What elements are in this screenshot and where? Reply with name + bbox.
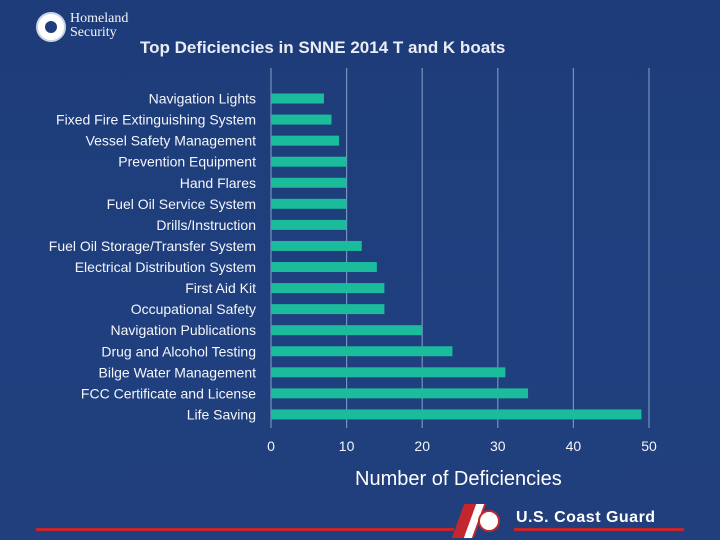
bar <box>271 325 423 336</box>
bar <box>271 198 347 209</box>
logo-line2: Security <box>70 25 117 40</box>
bar <box>271 409 642 420</box>
category-label: Hand Flares <box>180 175 256 191</box>
bar <box>271 304 385 315</box>
bar <box>271 367 506 378</box>
x-tick-label: 20 <box>414 438 430 454</box>
category-label: Fuel Oil Storage/Transfer System <box>49 238 256 254</box>
logo-line1: Homeland <box>70 11 129 26</box>
bar <box>271 156 347 167</box>
bar <box>271 283 385 294</box>
logo-text: Homeland Security <box>70 12 128 40</box>
category-label: Electrical Distribution System <box>75 259 256 275</box>
footer-stripe-left <box>36 528 454 531</box>
category-label: Occupational Safety <box>131 301 256 317</box>
category-label: Fuel Oil Service System <box>107 196 256 212</box>
dhs-seal-icon <box>36 12 66 42</box>
footer-stripe-right <box>514 528 684 531</box>
bar <box>271 262 377 273</box>
footer: U.S. Coast Guard <box>0 498 720 540</box>
bar <box>271 93 324 104</box>
x-tick-label: 10 <box>339 438 355 454</box>
x-axis-label: Number of Deficiencies <box>355 468 562 490</box>
x-tick-label: 0 <box>267 438 275 454</box>
category-label: Fixed Fire Extinguishing System <box>56 112 256 128</box>
category-label: FCC Certificate and License <box>81 385 256 401</box>
bar <box>271 240 362 251</box>
category-label: Drug and Alcohol Testing <box>101 343 256 359</box>
bar <box>271 135 340 146</box>
chart-title: Top Deficiencies in SNNE 2014 T and K bo… <box>140 38 506 57</box>
bar <box>271 114 332 125</box>
bar <box>271 219 347 230</box>
coast-guard-emblem-icon <box>478 510 500 532</box>
bar <box>271 388 529 399</box>
x-tick-label: 40 <box>566 438 582 454</box>
category-label: Vessel Safety Management <box>86 133 257 149</box>
category-label: Bilge Water Management <box>99 364 257 380</box>
x-tick-label: 30 <box>490 438 506 454</box>
bar <box>271 177 347 188</box>
category-label: First Aid Kit <box>185 280 256 296</box>
category-label: Drills/Instruction <box>156 217 256 233</box>
category-label: Navigation Lights <box>149 91 256 107</box>
category-label: Navigation Publications <box>110 322 256 338</box>
bar <box>271 346 453 357</box>
homeland-security-logo: Homeland Security <box>36 12 146 46</box>
coast-guard-brand: U.S. Coast Guard <box>516 509 656 526</box>
category-label: Prevention Equipment <box>118 154 256 170</box>
category-label: Life Saving <box>187 406 256 422</box>
x-tick-label: 50 <box>641 438 657 454</box>
